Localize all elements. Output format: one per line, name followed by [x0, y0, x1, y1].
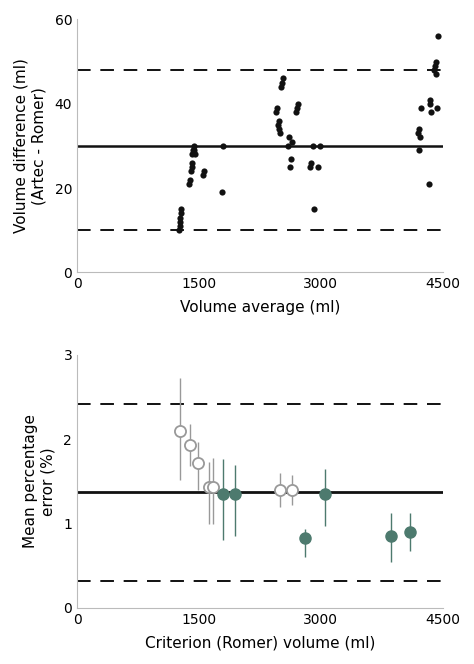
Point [191, 149, 199, 159]
Point [176, 220, 183, 231]
Point [426, 98, 433, 109]
X-axis label: Volume average (ml): Volume average (ml) [180, 299, 340, 315]
Point [272, 107, 280, 118]
Point [190, 145, 197, 155]
Point [285, 132, 293, 143]
Point [306, 162, 314, 173]
Point [432, 69, 440, 80]
Point [293, 103, 301, 114]
Point [200, 166, 208, 177]
Point [187, 166, 195, 177]
Point [294, 98, 302, 109]
Point [307, 157, 315, 168]
Point [427, 94, 434, 105]
Point [191, 145, 198, 155]
Point [434, 31, 441, 42]
Point [199, 170, 207, 181]
Point [315, 162, 322, 173]
Y-axis label: Volume difference (ml)
(Artec - Romer): Volume difference (ml) (Artec - Romer) [14, 58, 46, 233]
Point [218, 187, 226, 198]
Point [288, 136, 295, 147]
Point [428, 107, 435, 118]
Point [433, 103, 441, 114]
X-axis label: Criterion (Romer) volume (ml): Criterion (Romer) volume (ml) [145, 635, 375, 650]
Point [177, 204, 185, 214]
Point [219, 141, 227, 151]
Point [431, 64, 438, 75]
Point [415, 124, 423, 134]
Point [417, 103, 425, 114]
Point [188, 162, 195, 173]
Point [190, 141, 198, 151]
Point [276, 128, 284, 139]
Point [278, 77, 285, 88]
Point [274, 120, 282, 130]
Point [287, 153, 294, 164]
Point [176, 225, 183, 236]
Point [284, 141, 292, 151]
Point [431, 60, 439, 71]
Point [416, 145, 423, 155]
Point [416, 132, 424, 143]
Y-axis label: Mean percentage
error (%): Mean percentage error (%) [23, 414, 55, 548]
Point [176, 216, 184, 227]
Point [273, 103, 281, 114]
Point [316, 141, 324, 151]
Point [310, 204, 318, 214]
Point [275, 124, 283, 134]
Point [188, 157, 196, 168]
Point [189, 149, 196, 159]
Point [186, 175, 194, 185]
Point [292, 107, 300, 118]
Point [309, 141, 317, 151]
Point [425, 179, 433, 189]
Point [275, 116, 283, 126]
Point [286, 162, 294, 173]
Point [185, 179, 193, 189]
Point [279, 73, 286, 84]
Point [277, 82, 285, 92]
Point [177, 212, 184, 223]
Point [432, 56, 439, 67]
Point [177, 208, 184, 218]
Point [414, 128, 422, 139]
